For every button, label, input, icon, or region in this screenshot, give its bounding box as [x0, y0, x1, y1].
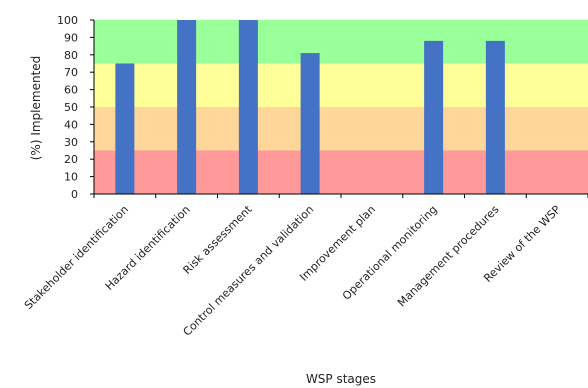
- y-tick-label-40: 40: [64, 118, 78, 131]
- bar-3: [300, 53, 320, 195]
- x-tick-label-0: Stakeholder identification: [22, 203, 131, 312]
- bar-6: [485, 40, 505, 194]
- bar-2: [238, 20, 258, 194]
- y-tick-label-60: 60: [64, 84, 78, 97]
- y-ticks: 0 10 20 30 40 50 60 70 80 90 100: [57, 14, 94, 201]
- x-axis-title: WSP stages: [306, 372, 376, 386]
- y-tick-label-20: 20: [64, 153, 78, 166]
- band-3: [94, 20, 588, 64]
- y-tick-label-90: 90: [64, 31, 78, 44]
- y-tick-label-80: 80: [64, 49, 78, 62]
- bar-5: [424, 40, 444, 194]
- y-tick-label-100: 100: [57, 14, 78, 27]
- bar-1: [177, 20, 197, 194]
- y-tick-label-30: 30: [64, 136, 78, 149]
- x-tick-label-3: Control measures and validation: [181, 203, 317, 339]
- y-axis-title: (%) Implemented: [29, 56, 43, 161]
- band-2: [94, 63, 588, 107]
- band-1: [94, 107, 588, 151]
- band-0: [94, 150, 588, 194]
- bars: [115, 20, 505, 195]
- bar-0: [115, 63, 135, 194]
- y-tick-label-0: 0: [71, 188, 78, 201]
- performance-bands: [94, 20, 588, 194]
- y-tick-label-70: 70: [64, 66, 78, 79]
- y-tick-label-50: 50: [64, 101, 78, 114]
- x-tick-label-6: Management procedures: [395, 203, 502, 310]
- y-tick-label-10: 10: [64, 171, 78, 184]
